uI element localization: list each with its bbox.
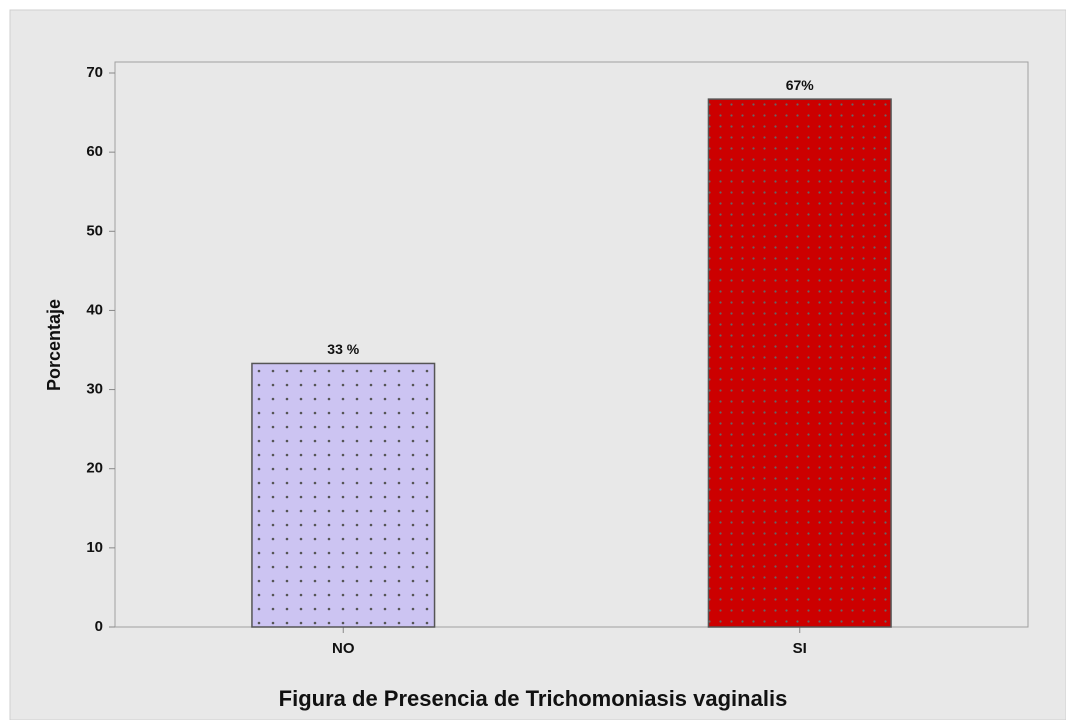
y-tick-label: 0: [95, 618, 103, 635]
data-label: 33 %: [327, 341, 359, 357]
y-tick-label: 70: [86, 64, 103, 81]
y-tick-label: 10: [86, 539, 103, 556]
bar-pattern: [251, 363, 435, 627]
y-tick-label: 40: [86, 301, 103, 318]
bar-pattern: [708, 99, 892, 628]
chart-title: Figura de Presencia de Trichomoniasis va…: [279, 686, 788, 711]
y-axis-label: Porcentaje: [44, 299, 64, 391]
background: [9, 9, 1066, 721]
x-tick-label: NO: [332, 640, 355, 657]
y-tick-label: 20: [86, 460, 103, 477]
y-tick-label: 60: [86, 143, 103, 160]
x-tick-label: SI: [793, 640, 807, 657]
y-tick-label: 30: [86, 381, 103, 398]
data-label: 67%: [786, 77, 815, 93]
y-tick-label: 50: [86, 222, 103, 239]
plot-area: [114, 61, 1029, 628]
